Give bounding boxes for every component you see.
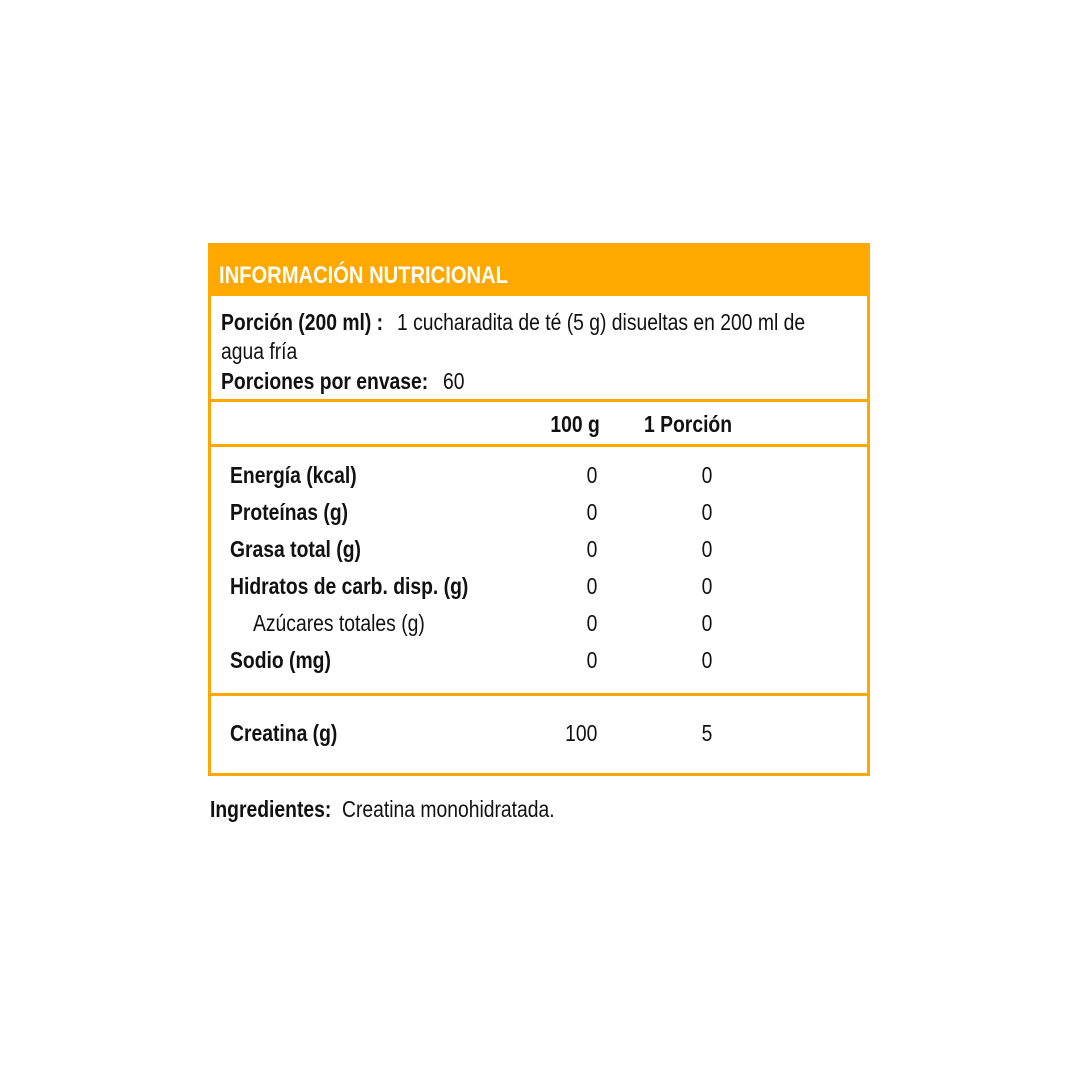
nutrient-per100: 0 xyxy=(586,610,598,636)
serving-label: Porción (200 ml) : xyxy=(221,309,384,335)
nutrient-per-serving: 0 xyxy=(701,462,713,488)
nutrient-name: Grasa total (g) xyxy=(230,536,361,562)
column-header-100g: 100 g xyxy=(550,411,600,437)
column-header-portion: 1 Porción xyxy=(644,411,733,437)
nutrient-per100: 0 xyxy=(586,499,598,525)
creatine-per100: 100 xyxy=(564,720,597,746)
nutrition-header xyxy=(208,243,870,296)
nutrient-name: Azúcares totales (g) xyxy=(253,610,425,636)
nutrient-per-serving: 0 xyxy=(701,499,713,525)
ingredients-text: Creatina monohidratada. xyxy=(342,796,555,822)
divider xyxy=(211,399,867,402)
divider xyxy=(211,444,867,447)
divider xyxy=(211,693,867,696)
nutrition-title: INFORMACIÓN NUTRICIONAL xyxy=(219,262,508,289)
servings-value: 60 xyxy=(443,368,465,394)
nutrient-name: Energía (kcal) xyxy=(230,462,357,488)
nutrient-per-serving: 0 xyxy=(701,573,713,599)
creatine-per-serving: 5 xyxy=(701,720,713,746)
nutrient-per-serving: 0 xyxy=(701,536,713,562)
nutrient-per100: 0 xyxy=(586,536,598,562)
ingredients-label: Ingredientes: xyxy=(210,796,332,822)
nutrient-name: Proteínas (g) xyxy=(230,499,349,525)
serving-text-line1: 1 cucharadita de té (5 g) disueltas en 2… xyxy=(397,309,806,335)
serving-text-line2: agua fría xyxy=(221,338,298,364)
nutrient-per100: 0 xyxy=(586,647,598,673)
nutrient-name: Hidratos de carb. disp. (g) xyxy=(230,573,469,599)
nutrient-name: Sodio (mg) xyxy=(230,647,331,673)
nutrient-per-serving: 0 xyxy=(701,610,713,636)
servings-label: Porciones por envase: xyxy=(221,368,429,394)
nutrition-table xyxy=(208,243,870,776)
creatine-name: Creatina (g) xyxy=(230,720,338,746)
nutrient-per100: 0 xyxy=(586,573,598,599)
nutrient-per-serving: 0 xyxy=(701,647,713,673)
nutrient-per100: 0 xyxy=(586,462,598,488)
